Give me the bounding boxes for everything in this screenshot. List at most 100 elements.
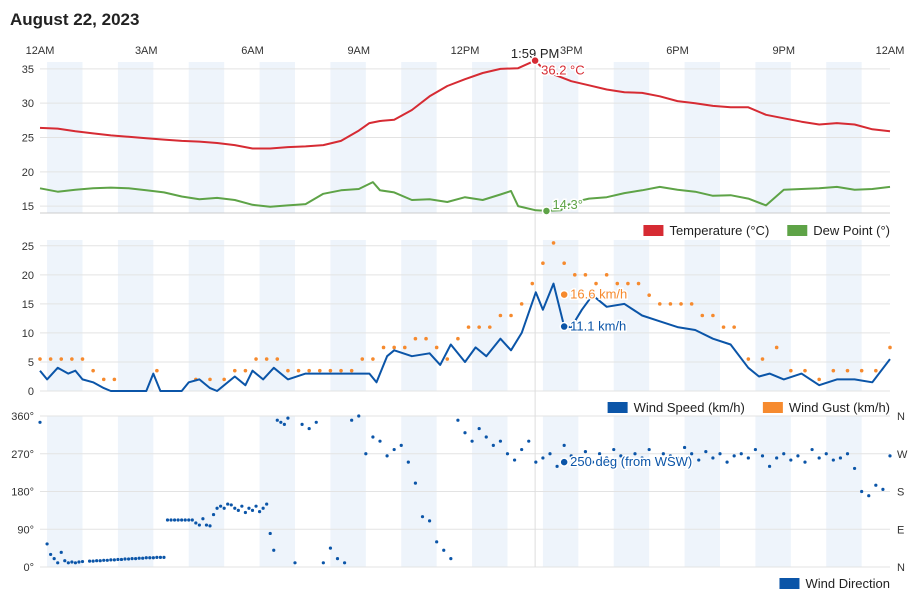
wind-direction-point [392, 447, 396, 452]
wind-direction-point [300, 422, 304, 426]
wind-direction-point [208, 524, 212, 528]
wind-direction-point [817, 456, 821, 460]
legend-swatch[interactable] [762, 402, 783, 413]
wind-direction-point [165, 518, 170, 522]
wind-direction-point [456, 418, 460, 422]
wind-direction-point [725, 460, 729, 464]
wind-direction-point [240, 504, 244, 508]
legend-label[interactable]: Wind Direction [805, 576, 890, 591]
wind-gust-point [48, 357, 53, 361]
wind-direction-point [753, 447, 758, 452]
time-tick-label: 12AM [26, 45, 55, 57]
wind-gust-point [424, 336, 428, 341]
wind-direction-point [279, 420, 283, 424]
wind-gust-point [803, 368, 807, 373]
dew-point-line[interactable] [39, 181, 891, 212]
wind-gust-point [349, 368, 354, 373]
wind-direction-point [183, 518, 187, 522]
compass-tick-label: N [897, 411, 905, 423]
wind-gust-point [38, 357, 42, 361]
wind-direction-point [176, 518, 180, 522]
wind-gust-point [626, 281, 630, 286]
wind-direction-point [470, 439, 474, 443]
time-tick-label: 6PM [666, 45, 689, 57]
y-tick-label: 180° [11, 487, 34, 499]
wind-direction-point [520, 447, 524, 452]
hour-band [755, 240, 791, 391]
wind-gust-point [222, 377, 226, 382]
wind-direction-point [718, 452, 722, 456]
hour-band [330, 240, 366, 391]
wind-direction-point [399, 443, 403, 447]
legend-swatch[interactable] [607, 402, 628, 413]
wind-direction-point [704, 450, 708, 454]
wind-gust-point [59, 357, 64, 361]
legend-label[interactable]: Dew Point (°) [813, 223, 890, 238]
hover-point [541, 206, 552, 216]
wind-direction-point [187, 518, 191, 522]
wind-direction-point [371, 435, 375, 439]
wind-gust-point [551, 241, 556, 245]
wind-gust-point [466, 325, 471, 329]
wind-direction-point [690, 452, 694, 456]
wind-direction-point [668, 454, 673, 458]
legend-swatch[interactable] [787, 225, 808, 236]
chart-legends[interactable]: Dew Point (°) Temperature (°C) Wind Gust (… [607, 223, 890, 591]
wind-direction-point [789, 458, 793, 462]
hour-band [401, 240, 437, 391]
wind-gust-point [657, 302, 662, 306]
wind-direction-point [59, 550, 63, 554]
wind-direction-point [261, 506, 265, 510]
wind-direction-point [169, 518, 173, 522]
wind-direction-point [282, 422, 286, 426]
wind-direction-point [484, 435, 488, 439]
wind-direction-point [148, 556, 152, 560]
wind-direction-point [852, 466, 857, 471]
temperature-line[interactable] [39, 59, 891, 150]
legend-swatch[interactable] [643, 225, 664, 236]
wind-direction-point [197, 523, 201, 527]
wind-gust-point [859, 368, 864, 373]
y-tick-label: 20 [22, 167, 34, 179]
legend-swatch[interactable] [779, 578, 800, 589]
wind-direction-point [95, 559, 99, 563]
hour-band [826, 240, 862, 391]
hour-band [188, 240, 225, 391]
wind-gust-point [286, 368, 290, 373]
wind-direction-point [555, 464, 559, 468]
wind-direction-point [119, 557, 124, 562]
y-tick-label: 10 [22, 328, 34, 340]
wind-gust-point [243, 368, 248, 373]
wind-direction-point [711, 456, 715, 460]
compass-tick-label: N [897, 562, 905, 574]
wind-gust-point [487, 325, 492, 329]
wind-direction-point [760, 454, 765, 458]
wind-direction-point [888, 454, 892, 458]
legend-label[interactable]: Temperature (°C) [669, 223, 769, 238]
wind-direction-point [874, 483, 878, 487]
legend-label[interactable]: Wind Gust (km/h) [789, 400, 890, 415]
wind-speed-line[interactable] [39, 282, 891, 392]
wind-gust-point [711, 313, 715, 318]
wind-direction-point [328, 546, 333, 550]
wind-direction-point [881, 487, 885, 492]
chart-marks [38, 59, 892, 565]
wind-direction-point [633, 452, 637, 456]
wind-direction-point [732, 454, 736, 458]
wind-gust-point [817, 377, 821, 382]
wind-direction-point [233, 506, 237, 510]
wind-direction-point [350, 418, 354, 422]
wind-gust-point [700, 313, 705, 318]
wind-gust-point [254, 357, 258, 361]
wind-direction-point [155, 555, 159, 559]
wind-direction-point [109, 558, 113, 562]
legend-label[interactable]: Wind Speed (km/h) [634, 400, 745, 415]
wind-direction-point [675, 456, 680, 460]
wind-direction-point [505, 452, 510, 456]
wind-direction-point [782, 452, 786, 456]
wind-direction-point [116, 557, 120, 562]
wind-gust-point [541, 261, 545, 266]
wind-gust-point [530, 281, 535, 286]
y-tick-label: 25 [22, 133, 34, 145]
